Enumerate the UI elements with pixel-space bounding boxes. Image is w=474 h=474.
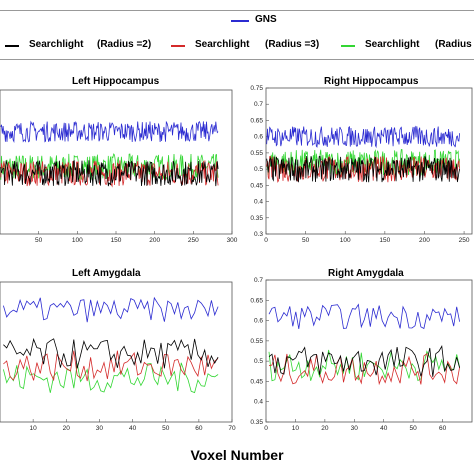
series-sl2 xyxy=(268,345,460,377)
legend-sl4-param: (Radius =4) xyxy=(435,39,474,50)
y-tick-label: 0.65 xyxy=(250,117,263,124)
panel-title-left-hippocampus: Left Hippocampus xyxy=(72,76,160,87)
plot-frame xyxy=(265,279,473,423)
series-sl4 xyxy=(0,153,219,181)
series-sl4 xyxy=(3,362,219,394)
x-tick-label: 150 xyxy=(379,237,390,244)
y-tick-label: 0.65 xyxy=(250,297,263,304)
y-tick-label: 0.6 xyxy=(254,134,263,141)
y-tick-label: 0.3 xyxy=(254,231,263,238)
legend: GNS Searchlight (Radius =2) Searchlight … xyxy=(0,10,474,60)
x-tick-label: 20 xyxy=(63,425,71,432)
x-tick-label: 250 xyxy=(459,237,470,244)
x-tick-label: 30 xyxy=(351,425,359,432)
legend-sl3-swatch xyxy=(171,45,185,47)
panel-title-left-amygdala: Left Amygdala xyxy=(72,268,141,279)
y-tick-label: 0.45 xyxy=(250,378,263,385)
x-tick-label: 50 xyxy=(35,237,43,244)
chart-right-hippocampus: 0 50 100 150 200 250 0.3 0.35 0.4 0.45 0.5 0.55 0.6 0… xyxy=(250,85,473,244)
y-tick-label: 0.35 xyxy=(250,419,263,426)
plot-frame xyxy=(0,281,233,423)
y-tick-label: 0.75 xyxy=(250,85,263,92)
legend-gns-swatch xyxy=(231,20,249,22)
x-tick-label: 250 xyxy=(188,237,199,244)
series-gns xyxy=(3,296,219,323)
x-tick-label: 70 xyxy=(228,425,236,432)
legend-sl4-swatch xyxy=(341,45,355,47)
y-tick-label: 0.55 xyxy=(250,338,263,345)
y-tick-label: 0.55 xyxy=(250,150,263,157)
plot-frame xyxy=(0,89,233,235)
series-sl2 xyxy=(3,337,219,369)
y-tick-label: 0.7 xyxy=(254,101,263,108)
x-tick-label: 10 xyxy=(30,425,38,432)
x-tick-label: 40 xyxy=(129,425,137,432)
y-tick-label: 0.7 xyxy=(254,277,263,284)
legend-sl4-label: Searchlight xyxy=(365,39,420,50)
series-gns xyxy=(0,120,219,144)
x-tick-label: 60 xyxy=(195,425,203,432)
x-tick-label: 200 xyxy=(419,237,430,244)
x-tick-label: 100 xyxy=(72,237,83,244)
series-sl2 xyxy=(0,160,219,187)
legend-sl2-param: (Radius =2) xyxy=(97,39,152,50)
legend-sl2-swatch xyxy=(5,45,19,47)
y-tick-label: 0.4 xyxy=(254,199,263,206)
x-tick-label: 50 xyxy=(162,425,170,432)
legend-sl3-param: (Radius =3) xyxy=(265,39,320,50)
y-tick-label: 0.4 xyxy=(254,399,263,406)
y-tick-label: 0.45 xyxy=(250,182,263,189)
x-tick-label: 40 xyxy=(380,425,388,432)
x-tick-label: 0 xyxy=(264,425,268,432)
x-tick-label: 300 xyxy=(227,237,238,244)
x-tick-label: 30 xyxy=(96,425,104,432)
x-axis-label: Voxel Number xyxy=(190,447,284,463)
x-tick-label: 200 xyxy=(149,237,160,244)
series-sl2 xyxy=(266,155,460,183)
x-tick-label: 100 xyxy=(340,237,351,244)
legend-sl2-label: Searchlight xyxy=(29,39,84,50)
x-tick-label: 60 xyxy=(439,425,447,432)
series-sl4 xyxy=(268,349,460,382)
chart-left-amygdala: 10 20 30 40 50 60 70 xyxy=(0,281,236,432)
x-tick-label: 50 xyxy=(410,425,418,432)
series-gns xyxy=(268,303,460,330)
y-tick-label: 0.35 xyxy=(250,215,263,222)
chart-left-hippocampus: 50 100 150 200 250 300 xyxy=(0,89,238,244)
x-tick-label: 10 xyxy=(292,425,300,432)
series-sl3 xyxy=(268,352,460,386)
panel-title-right-amygdala: Right Amygdala xyxy=(328,268,404,279)
panel-title-right-hippocampus: Right Hippocampus xyxy=(324,76,419,87)
chart-right-amygdala: 0 10 20 30 40 50 60 0.35 0.4 0.45 0.5 0.55 0.6 0.65 0.… xyxy=(250,277,473,432)
legend-sl3-label: Searchlight xyxy=(195,39,250,50)
x-tick-label: 20 xyxy=(321,425,329,432)
series-gns xyxy=(266,125,460,149)
x-tick-label: 150 xyxy=(111,237,122,244)
y-tick-label: 0.5 xyxy=(254,358,263,365)
x-tick-label: 0 xyxy=(264,237,268,244)
y-tick-label: 0.6 xyxy=(254,318,263,325)
y-tick-label: 0.5 xyxy=(254,166,263,173)
x-tick-label: 50 xyxy=(302,237,310,244)
legend-gns-label: GNS xyxy=(255,14,277,25)
